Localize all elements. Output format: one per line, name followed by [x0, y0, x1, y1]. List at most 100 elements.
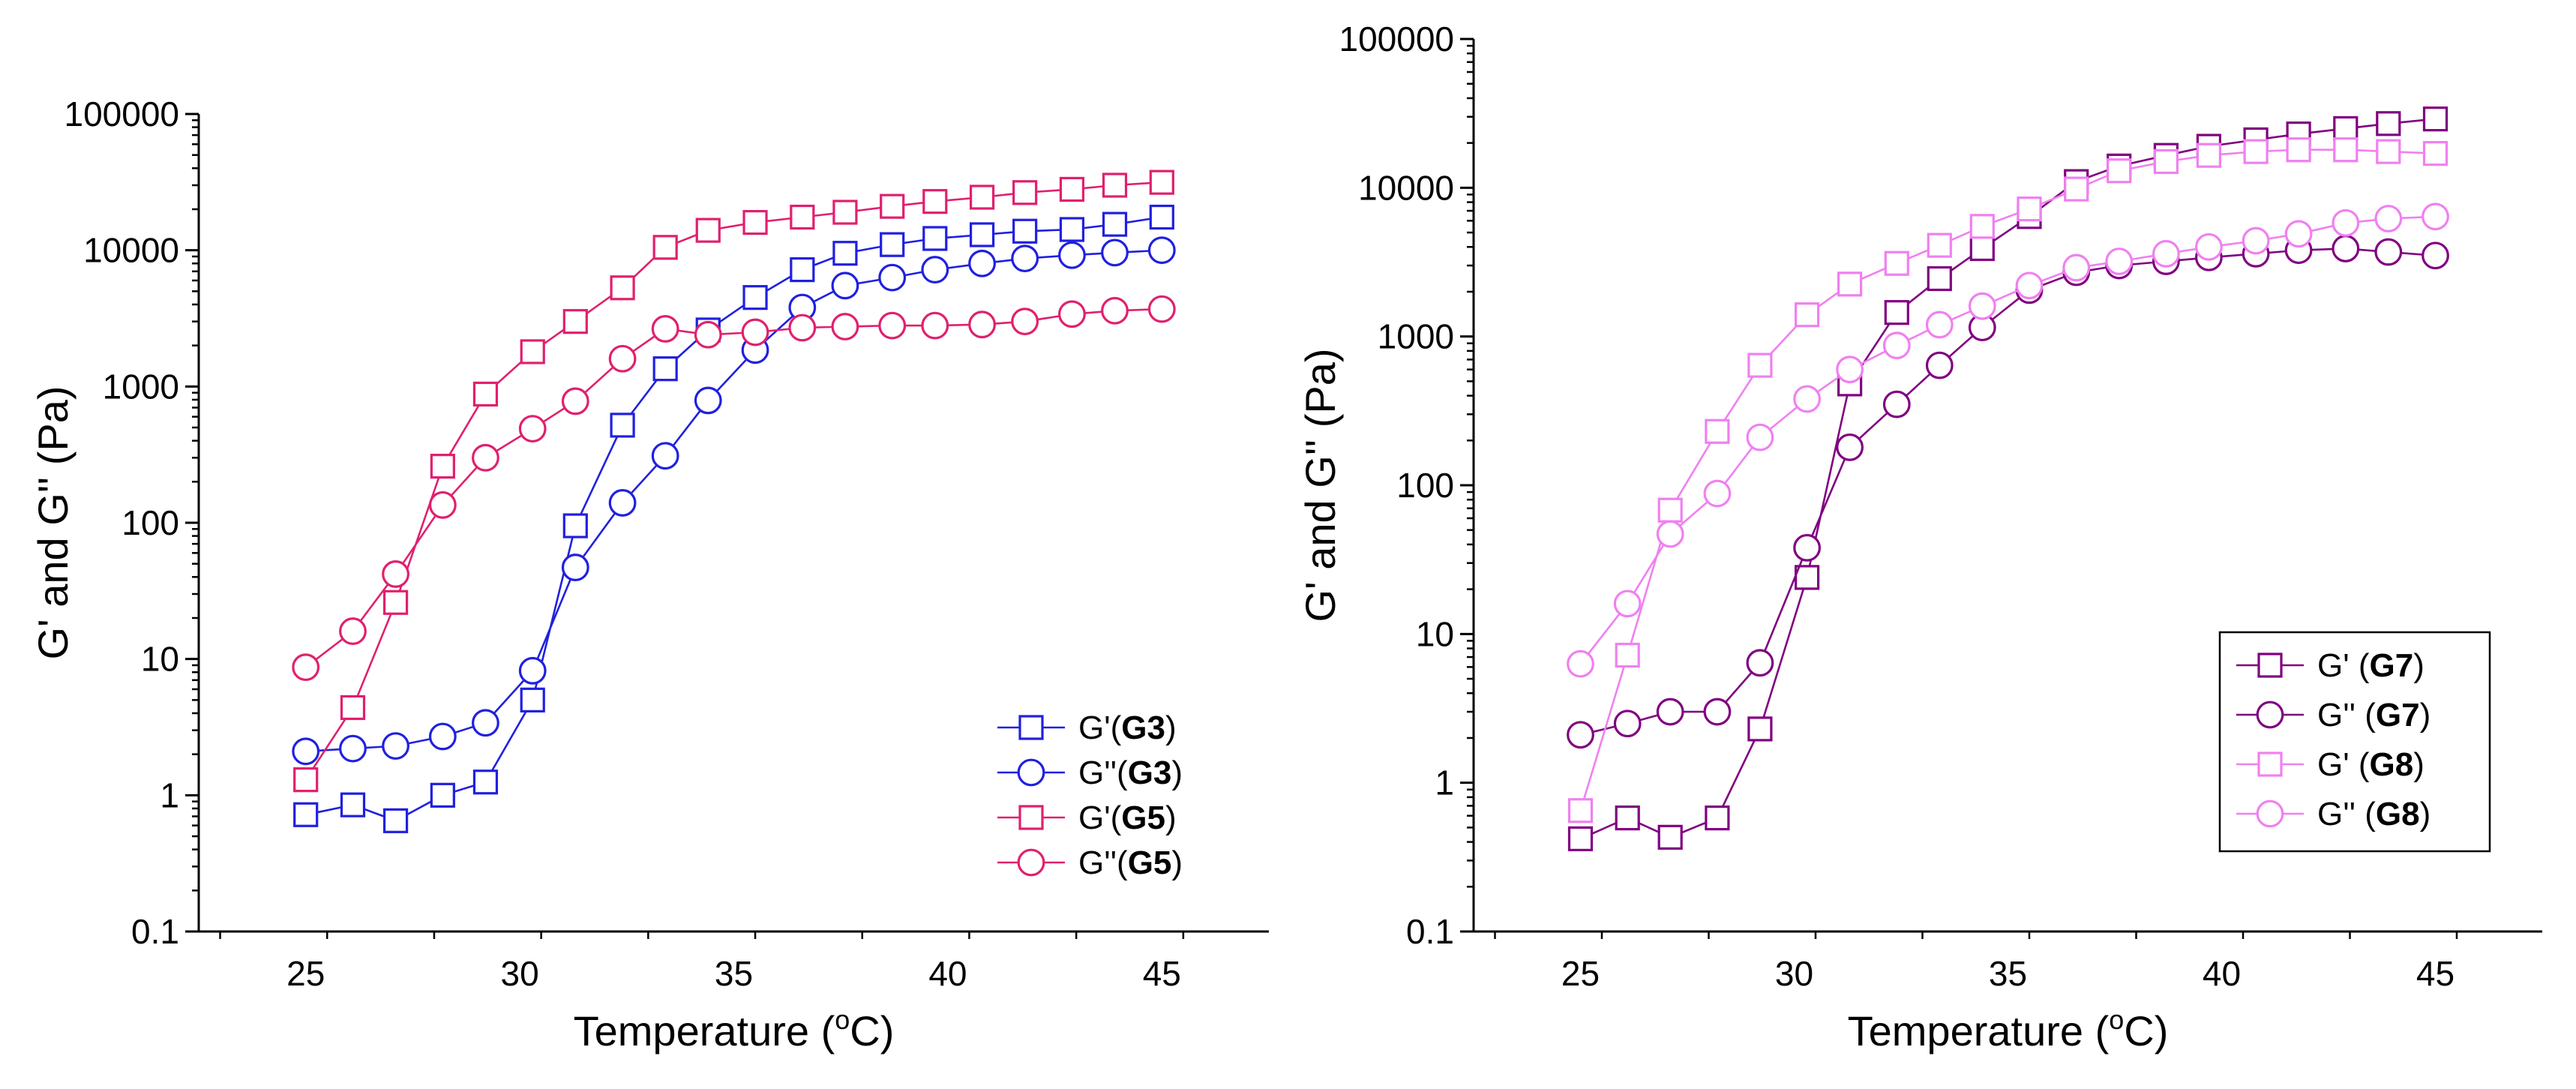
y-tick-label: 10 [1416, 614, 1454, 653]
data-point [2422, 141, 2449, 166]
data-point [1613, 710, 1642, 738]
data-point [880, 194, 905, 219]
y-tick-label: 10000 [1358, 168, 1454, 207]
y-tick-label: 1 [1435, 764, 1454, 802]
data-point [880, 232, 905, 257]
data-point [2374, 205, 2403, 232]
data-point [1882, 390, 1911, 418]
data-point [1149, 204, 1174, 230]
y-tick-label: 100 [1396, 466, 1454, 505]
data-point [921, 256, 949, 284]
data-point [340, 694, 366, 721]
data-point [2332, 208, 2360, 237]
data-point [1615, 643, 1640, 668]
data-point [1656, 520, 1684, 548]
legend-label: G' (G8) [2317, 746, 2425, 783]
data-point [831, 272, 859, 300]
data-point [1884, 250, 1909, 276]
series-g-g3- [292, 236, 1176, 766]
data-point [2017, 196, 2042, 222]
data-point [340, 792, 366, 818]
chart-left: 0.1 1 10 100 1000 10000 100000 25 30 35 40 45 Temper… [29, 94, 1269, 1054]
legend-marker [2257, 752, 2283, 777]
data-point [1927, 232, 1952, 258]
data-point [790, 256, 815, 283]
data-point [339, 617, 367, 645]
legend-label: G'(G5) [1078, 800, 1177, 836]
data-point [428, 490, 457, 519]
x-tick-label: 30 [1775, 954, 1813, 993]
data-point [293, 767, 319, 793]
x-tick-label: 30 [501, 954, 539, 993]
data-point [921, 311, 949, 340]
data-point [1968, 292, 1996, 320]
data-point [922, 189, 948, 214]
y-tick-label: 10000 [83, 231, 179, 270]
data-point [293, 802, 319, 827]
legend-label: G' (G7) [2317, 647, 2425, 684]
legend-label: G''(G3) [1078, 754, 1183, 791]
data-point [1837, 272, 1863, 297]
data-point [1147, 236, 1176, 265]
data-point [1836, 356, 1864, 384]
legend-marker [1018, 805, 1044, 830]
data-point [608, 489, 637, 517]
x-tick-label: 45 [2416, 954, 2455, 993]
data-point [968, 310, 996, 339]
data-point [652, 356, 678, 382]
data-point [2107, 158, 2132, 184]
data-point [2333, 116, 2359, 142]
x-axis-label: Temperature (oC) [574, 1004, 895, 1054]
data-point [2153, 148, 2179, 175]
data-point [2062, 254, 2091, 282]
data-point [472, 709, 499, 737]
data-point [518, 415, 547, 443]
legend: G' (G7) G'' (G7) G' (G8) G'' (G8) [2218, 631, 2491, 853]
legend-item: G' (G7) [2236, 647, 2425, 684]
data-point [1925, 351, 1954, 380]
data-point [1101, 296, 1129, 325]
legend-item: G'(G3) [997, 710, 1177, 746]
data-point [610, 412, 635, 438]
legend-marker [2257, 652, 2283, 678]
data-point [292, 653, 320, 682]
data-point [2284, 220, 2313, 248]
data-point [651, 315, 679, 343]
data-point [608, 344, 637, 373]
data-point [741, 318, 769, 346]
data-point [1795, 565, 1820, 590]
data-point [1567, 721, 1594, 749]
data-point [562, 513, 588, 538]
data-point [2242, 226, 2270, 255]
data-point [968, 249, 996, 278]
data-point [832, 200, 858, 225]
data-point [561, 387, 589, 416]
data-point [430, 782, 455, 808]
data-point [969, 222, 995, 248]
data-point [382, 732, 409, 760]
data-point [695, 218, 721, 243]
data-point [1657, 497, 1683, 523]
data-point [1705, 805, 1730, 831]
y-tick-label: 1 [160, 776, 179, 814]
legend-marker [2256, 700, 2284, 729]
data-point [1925, 310, 1954, 339]
data-point [1615, 805, 1640, 831]
data-point [1657, 824, 1683, 850]
data-point [2376, 111, 2401, 136]
y-tick-label: 1000 [103, 367, 179, 406]
data-point [382, 560, 409, 588]
data-point [1102, 212, 1128, 237]
legend-marker [2256, 800, 2284, 828]
data-point [428, 722, 457, 751]
data-point [742, 285, 768, 310]
data-point [2152, 239, 2180, 268]
data-point [1703, 698, 1732, 726]
y-axis-label: G' and G'' (Pa) [29, 386, 76, 659]
data-point [1656, 698, 1684, 726]
data-point [382, 808, 409, 833]
legend-label: G'' (G8) [2317, 796, 2431, 832]
data-point [1149, 170, 1174, 195]
data-point [922, 226, 948, 251]
legend-item: G'' (G7) [2236, 697, 2431, 734]
